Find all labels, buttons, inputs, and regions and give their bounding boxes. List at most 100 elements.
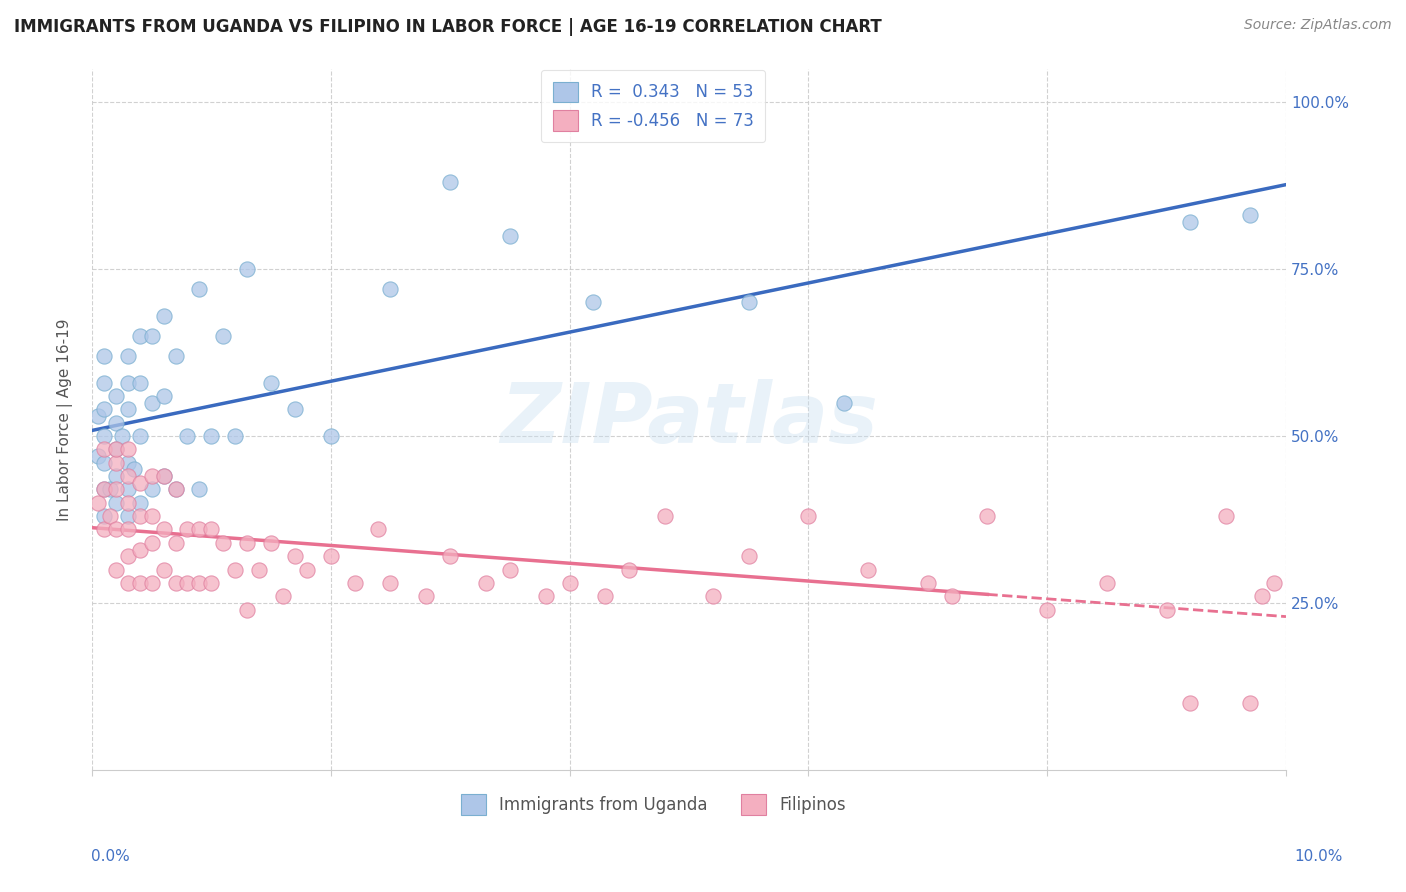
Point (152, 469, 174, 483)
Point (200, 523, 222, 537)
Point (93, 456, 115, 470)
Text: ZIPatlas: ZIPatlas (501, 379, 877, 459)
Point (141, 469, 163, 483)
Point (104, 416, 127, 430)
Point (141, 328, 163, 343)
Point (702, 589, 724, 603)
Point (128, 475, 150, 490)
Point (87, 496, 110, 510)
Point (582, 295, 605, 310)
Point (367, 523, 389, 537)
Point (415, 589, 437, 603)
Point (319, 429, 342, 443)
Point (188, 523, 211, 537)
Point (117, 442, 139, 457)
Point (104, 456, 127, 470)
Point (236, 262, 259, 277)
Point (499, 563, 522, 577)
Point (93, 402, 115, 417)
Point (1180, 215, 1202, 229)
Point (117, 523, 139, 537)
Point (856, 563, 879, 577)
Point (1180, 696, 1202, 710)
Point (141, 395, 163, 409)
Point (247, 563, 270, 577)
Point (165, 483, 187, 497)
Point (176, 523, 198, 537)
Point (1156, 602, 1178, 616)
Text: 10.0%: 10.0% (1295, 849, 1343, 863)
Point (200, 429, 222, 443)
Point (619, 563, 641, 577)
Legend: Immigrants from Uganda, Filipinos: Immigrants from Uganda, Filipinos (450, 784, 856, 825)
Point (1036, 602, 1059, 616)
Point (93, 429, 115, 443)
Point (117, 509, 139, 524)
Point (141, 576, 163, 591)
Point (165, 483, 187, 497)
Point (188, 576, 211, 591)
Text: 0.0%: 0.0% (91, 849, 131, 863)
Point (87, 449, 110, 463)
Point (271, 589, 294, 603)
Point (104, 483, 127, 497)
Point (558, 576, 581, 591)
Point (93, 349, 115, 363)
Point (141, 536, 163, 550)
Point (654, 509, 676, 524)
Point (976, 509, 998, 524)
Point (152, 309, 174, 323)
Point (117, 483, 139, 497)
Point (128, 576, 150, 591)
Point (117, 576, 139, 591)
Point (284, 549, 307, 564)
Point (141, 483, 163, 497)
Point (128, 429, 150, 443)
Point (128, 509, 150, 524)
Text: IMMIGRANTS FROM UGANDA VS FILIPINO IN LABOR FORCE | AGE 16-19 CORRELATION CHART: IMMIGRANTS FROM UGANDA VS FILIPINO IN LA… (14, 18, 882, 36)
Point (98, 509, 121, 524)
Point (1239, 209, 1261, 223)
Point (295, 563, 318, 577)
Point (941, 589, 963, 603)
Point (165, 536, 187, 550)
Point (212, 536, 235, 550)
Point (260, 376, 283, 390)
Point (165, 349, 187, 363)
Point (93, 376, 115, 390)
Point (128, 542, 150, 557)
Point (176, 429, 198, 443)
Point (200, 576, 222, 591)
Point (152, 523, 174, 537)
Point (122, 462, 145, 476)
Point (797, 509, 820, 524)
Point (93, 483, 115, 497)
Point (284, 402, 307, 417)
Point (117, 496, 139, 510)
Point (188, 282, 211, 296)
Point (236, 602, 259, 616)
Point (152, 563, 174, 577)
Point (1215, 509, 1237, 524)
Point (1239, 696, 1261, 710)
Point (104, 442, 127, 457)
Point (212, 328, 235, 343)
Text: Source: ZipAtlas.com: Source: ZipAtlas.com (1244, 18, 1392, 32)
Point (104, 442, 127, 457)
Point (152, 389, 174, 403)
Point (104, 496, 127, 510)
Point (117, 349, 139, 363)
Point (165, 576, 187, 591)
Point (176, 576, 198, 591)
Point (1251, 589, 1274, 603)
Point (343, 576, 366, 591)
Point (475, 576, 498, 591)
Point (439, 175, 461, 189)
Point (104, 523, 127, 537)
Point (93, 483, 115, 497)
Point (832, 395, 855, 409)
Point (534, 589, 557, 603)
Point (117, 469, 139, 483)
Point (93, 509, 115, 524)
Point (128, 328, 150, 343)
